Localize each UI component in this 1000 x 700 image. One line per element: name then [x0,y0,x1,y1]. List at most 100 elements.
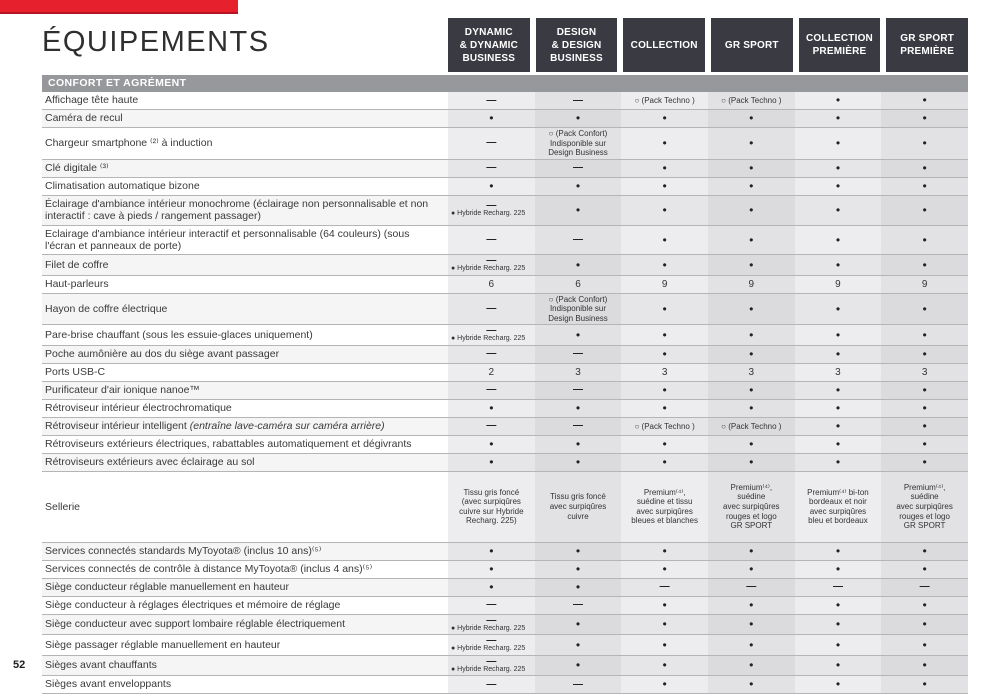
availability-cell: ○ (Pack Techno ) [621,417,708,435]
availability-cell: ● [534,614,622,635]
availability-cell: ● [707,110,795,127]
availability-cell: ● [707,381,795,399]
availability-cell: ● [794,381,882,399]
page-title: ÉQUIPEMENTS [42,26,270,58]
availability-cell: — [534,676,622,694]
row-label: Services connectés standards MyToyota® (… [42,542,448,560]
table-row: Clé digitale ⁽³⁾ — — ● ● ● ● [42,159,968,178]
availability-cell: ● [881,596,968,614]
table-row: Éclairage d'ambiance intérieur monochrom… [42,195,968,226]
availability-cell: ● [621,655,708,676]
availability-cell: ● [621,195,708,225]
availability-cell: 6 [448,275,535,293]
availability-cell: ● [448,560,535,578]
availability-cell: ● [881,225,968,255]
row-label: Rétroviseur intérieur intelligent (entra… [42,417,448,435]
availability-cell: ● [707,399,795,417]
table-row: Purificateur d'air ionique nanoe™ — — ● ● ● ● [42,381,968,400]
row-label: Siège conducteur à réglages électriques … [42,596,448,614]
table-row: Services connectés de contrôle à distanc… [42,560,968,579]
availability-cell: 3 [621,363,708,381]
availability-cell: ● [881,110,968,127]
row-label: Rétroviseurs extérieurs avec éclairage a… [42,453,448,471]
table-row: Sièges avant chauffants — ● Hybride Rechar… [42,655,968,677]
availability-cell: — [448,92,535,109]
availability-cell: ● [448,435,535,453]
row-label: Siège conducteur avec support lombaire r… [42,614,448,635]
availability-cell: ● [621,399,708,417]
availability-cell: ● [621,560,708,578]
availability-cell: ● [534,435,622,453]
availability-cell: ● [881,676,968,694]
table-row: Pare-brise chauffant (sous les essuie-gl… [42,325,968,346]
availability-cell: ● [448,110,535,127]
availability-cell: Premium⁽⁴⁾ bi-ton bordeaux et noir avec su… [794,471,882,542]
availability-cell: — [448,596,535,614]
table-row: Rétroviseur intérieur intelligent (entra… [42,417,968,436]
availability-cell: ● [621,177,708,195]
availability-cell: ● [707,177,795,195]
availability-cell: 9 [707,275,795,293]
availability-cell: ● [707,345,795,363]
availability-cell: 9 [881,275,968,293]
table-row: Siège conducteur avec support lombaire r… [42,614,968,636]
availability-cell: ● [621,225,708,255]
availability-cell: ● [621,345,708,363]
availability-cell: ○ (Pack Techno ) [707,92,795,109]
column-header: COLLECTION PREMIÈRE [798,18,881,72]
row-label: Caméra de recul [42,110,448,127]
availability-cell: ● [621,325,708,345]
row-label: Haut-parleurs [42,275,448,293]
availability-cell: — [534,381,622,399]
availability-cell: ● [794,345,882,363]
row-label: Services connectés de contrôle à distanc… [42,560,448,578]
table-row: Poche aumônière au dos du siège avant pa… [42,345,968,364]
availability-cell: ● [794,159,882,177]
table-row: Caméra de recul ● ● ● ● ● ● [42,110,968,128]
availability-cell: ● [707,128,795,159]
availability-cell: — [448,293,535,325]
column-header: GR SPORT PREMIÈRE [886,18,968,72]
availability-cell: 3 [794,363,882,381]
column-header: COLLECTION [623,18,705,72]
availability-cell: ● [794,110,882,127]
availability-cell: ● [448,542,535,560]
availability-cell: ● [707,635,795,655]
row-label: Pare-brise chauffant (sous les essuie-gl… [42,325,448,345]
availability-cell: Premium⁽⁴⁾, suédine et tissu avec surpiqûr… [621,471,708,542]
availability-cell: ● [794,225,882,255]
availability-cell: ● [881,417,968,435]
row-label: Rétroviseur intérieur électrochromatique [42,399,448,417]
row-label: Climatisation automatique bizone [42,177,448,195]
availability-cell: 9 [794,275,882,293]
availability-cell: ● [707,195,795,225]
availability-cell: — ● Hybride Recharg. 225 [448,255,535,275]
availability-cell: ● [448,453,535,471]
availability-cell: ● [707,542,795,560]
availability-cell: ● [621,255,708,275]
availability-cell: ● [794,596,882,614]
table-row: Eclairage d'ambiance intérieur interacti… [42,225,968,256]
availability-cell: ● [794,435,882,453]
availability-cell: ● [534,560,622,578]
availability-cell: ● [448,177,535,195]
availability-cell: ● [881,453,968,471]
row-label: Eclairage d'ambiance intérieur interacti… [42,225,448,255]
table-row: Siège passager réglable manuellement en … [42,635,968,656]
availability-cell: ○ (Pack Techno ) [707,417,795,435]
availability-cell: ● [794,453,882,471]
availability-cell: ● [534,110,622,127]
table-row: Rétroviseur intérieur électrochromatique… [42,399,968,418]
availability-cell: — [534,225,622,255]
availability-cell: — [881,578,968,596]
table-row: Siège conducteur à réglages électriques … [42,596,968,615]
table-row: Rétroviseurs extérieurs avec éclairage a… [42,453,968,472]
equipment-table-body: Affichage tête haute — — ○ (Pack Techno ) ○ … [42,92,968,695]
table-row: Hayon de coffre électrique — ○ (Pack Confo… [42,293,968,326]
availability-cell: ● [881,92,968,109]
availability-cell: ● [621,110,708,127]
availability-cell: — [448,417,535,435]
row-label: Siège passager réglable manuellement en … [42,635,448,655]
page-number: 52 [13,659,26,671]
